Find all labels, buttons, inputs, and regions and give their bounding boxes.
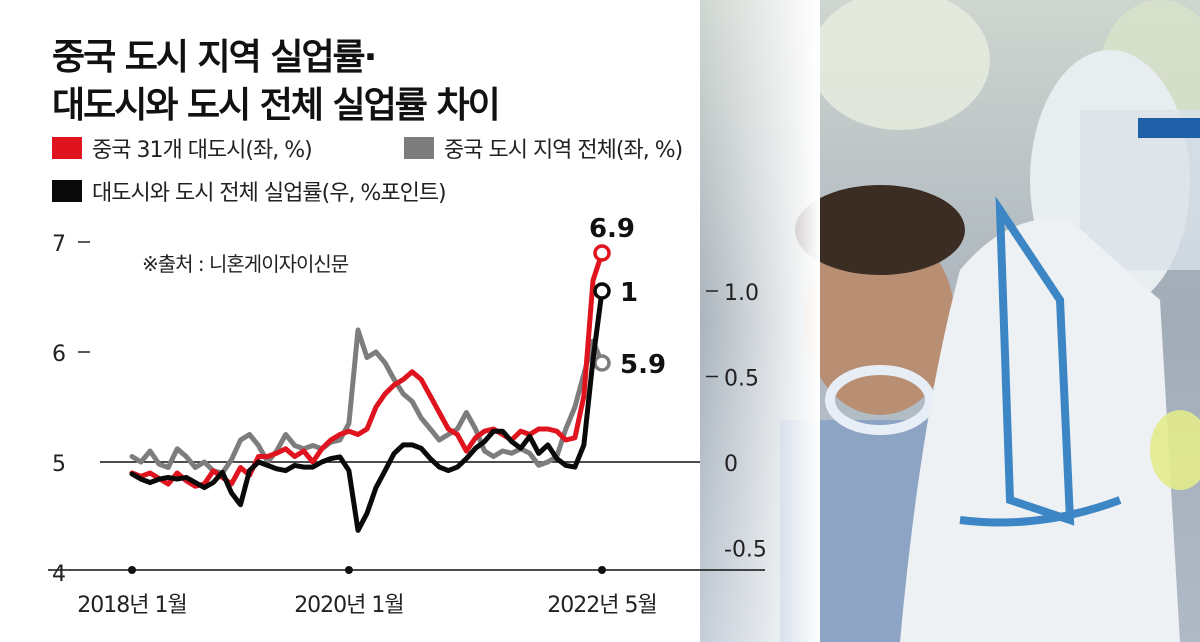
x-tick-label: 2022년 5월	[547, 593, 656, 618]
chart-title-line-1: 중국 도시 지역 실업률·	[52, 37, 377, 78]
x-tick-label: 2018년 1월	[77, 593, 186, 618]
series-line-1	[129, 327, 605, 476]
y-right-tick-label: 0.5	[724, 367, 759, 392]
x-tick-label: 2020년 1월	[294, 593, 403, 618]
series-end-marker-1	[593, 354, 611, 372]
y-left-tick-label: 5	[52, 452, 66, 477]
source-note: ※출처 : 니혼게이자이신문	[142, 252, 349, 276]
y-left-tick-label: 4	[52, 562, 66, 587]
legend-urban-total: 중국 도시 지역 전체(좌, %)	[404, 132, 683, 164]
x-tick-dot	[344, 566, 353, 574]
legend-gap: 대도시와 도시 전체 실업률(우, %포인트)	[52, 175, 447, 207]
series-end-label-2: 1	[620, 278, 638, 308]
chart-series: 5.9 6.9 1	[129, 214, 666, 533]
y-right-tick-label: 0	[724, 452, 738, 477]
chart-title-line-2: 대도시와 도시 전체 실업률 차이	[52, 85, 501, 126]
legend-swatch-red	[52, 137, 82, 159]
series-line-0	[129, 250, 605, 489]
x-tick-dot	[598, 566, 606, 574]
y-left-tick-label: 7	[52, 232, 66, 257]
y-left-tick-label: 6	[52, 342, 66, 367]
y-right-tick-label: -0.5	[724, 538, 767, 563]
series-line-2	[129, 288, 605, 533]
x-tick-dot	[128, 566, 136, 574]
legend-swatch-gray	[404, 137, 434, 159]
series-end-label-0: 6.9	[589, 214, 635, 244]
legend-label-gap: 대도시와 도시 전체 실업률(우, %포인트)	[92, 181, 447, 206]
legend-label-urban-total: 중국 도시 지역 전체(좌, %)	[444, 138, 683, 163]
legend-label-large-cities: 중국 31개 대도시(좌, %)	[92, 138, 313, 163]
y-right-tick-label: 1.0	[724, 281, 759, 306]
legend-large-cities: 중국 31개 대도시(좌, %)	[52, 132, 313, 164]
series-end-marker-2	[593, 282, 611, 300]
chart-axes: 4 5 6 7 -0.5 0 0.5 1.0 2018년 1월 2020년 1월 2022년 5월	[48, 232, 767, 618]
legend-swatch-black	[52, 180, 82, 202]
series-end-marker-0	[593, 244, 611, 262]
series-end-label-1: 5.9	[620, 350, 666, 380]
